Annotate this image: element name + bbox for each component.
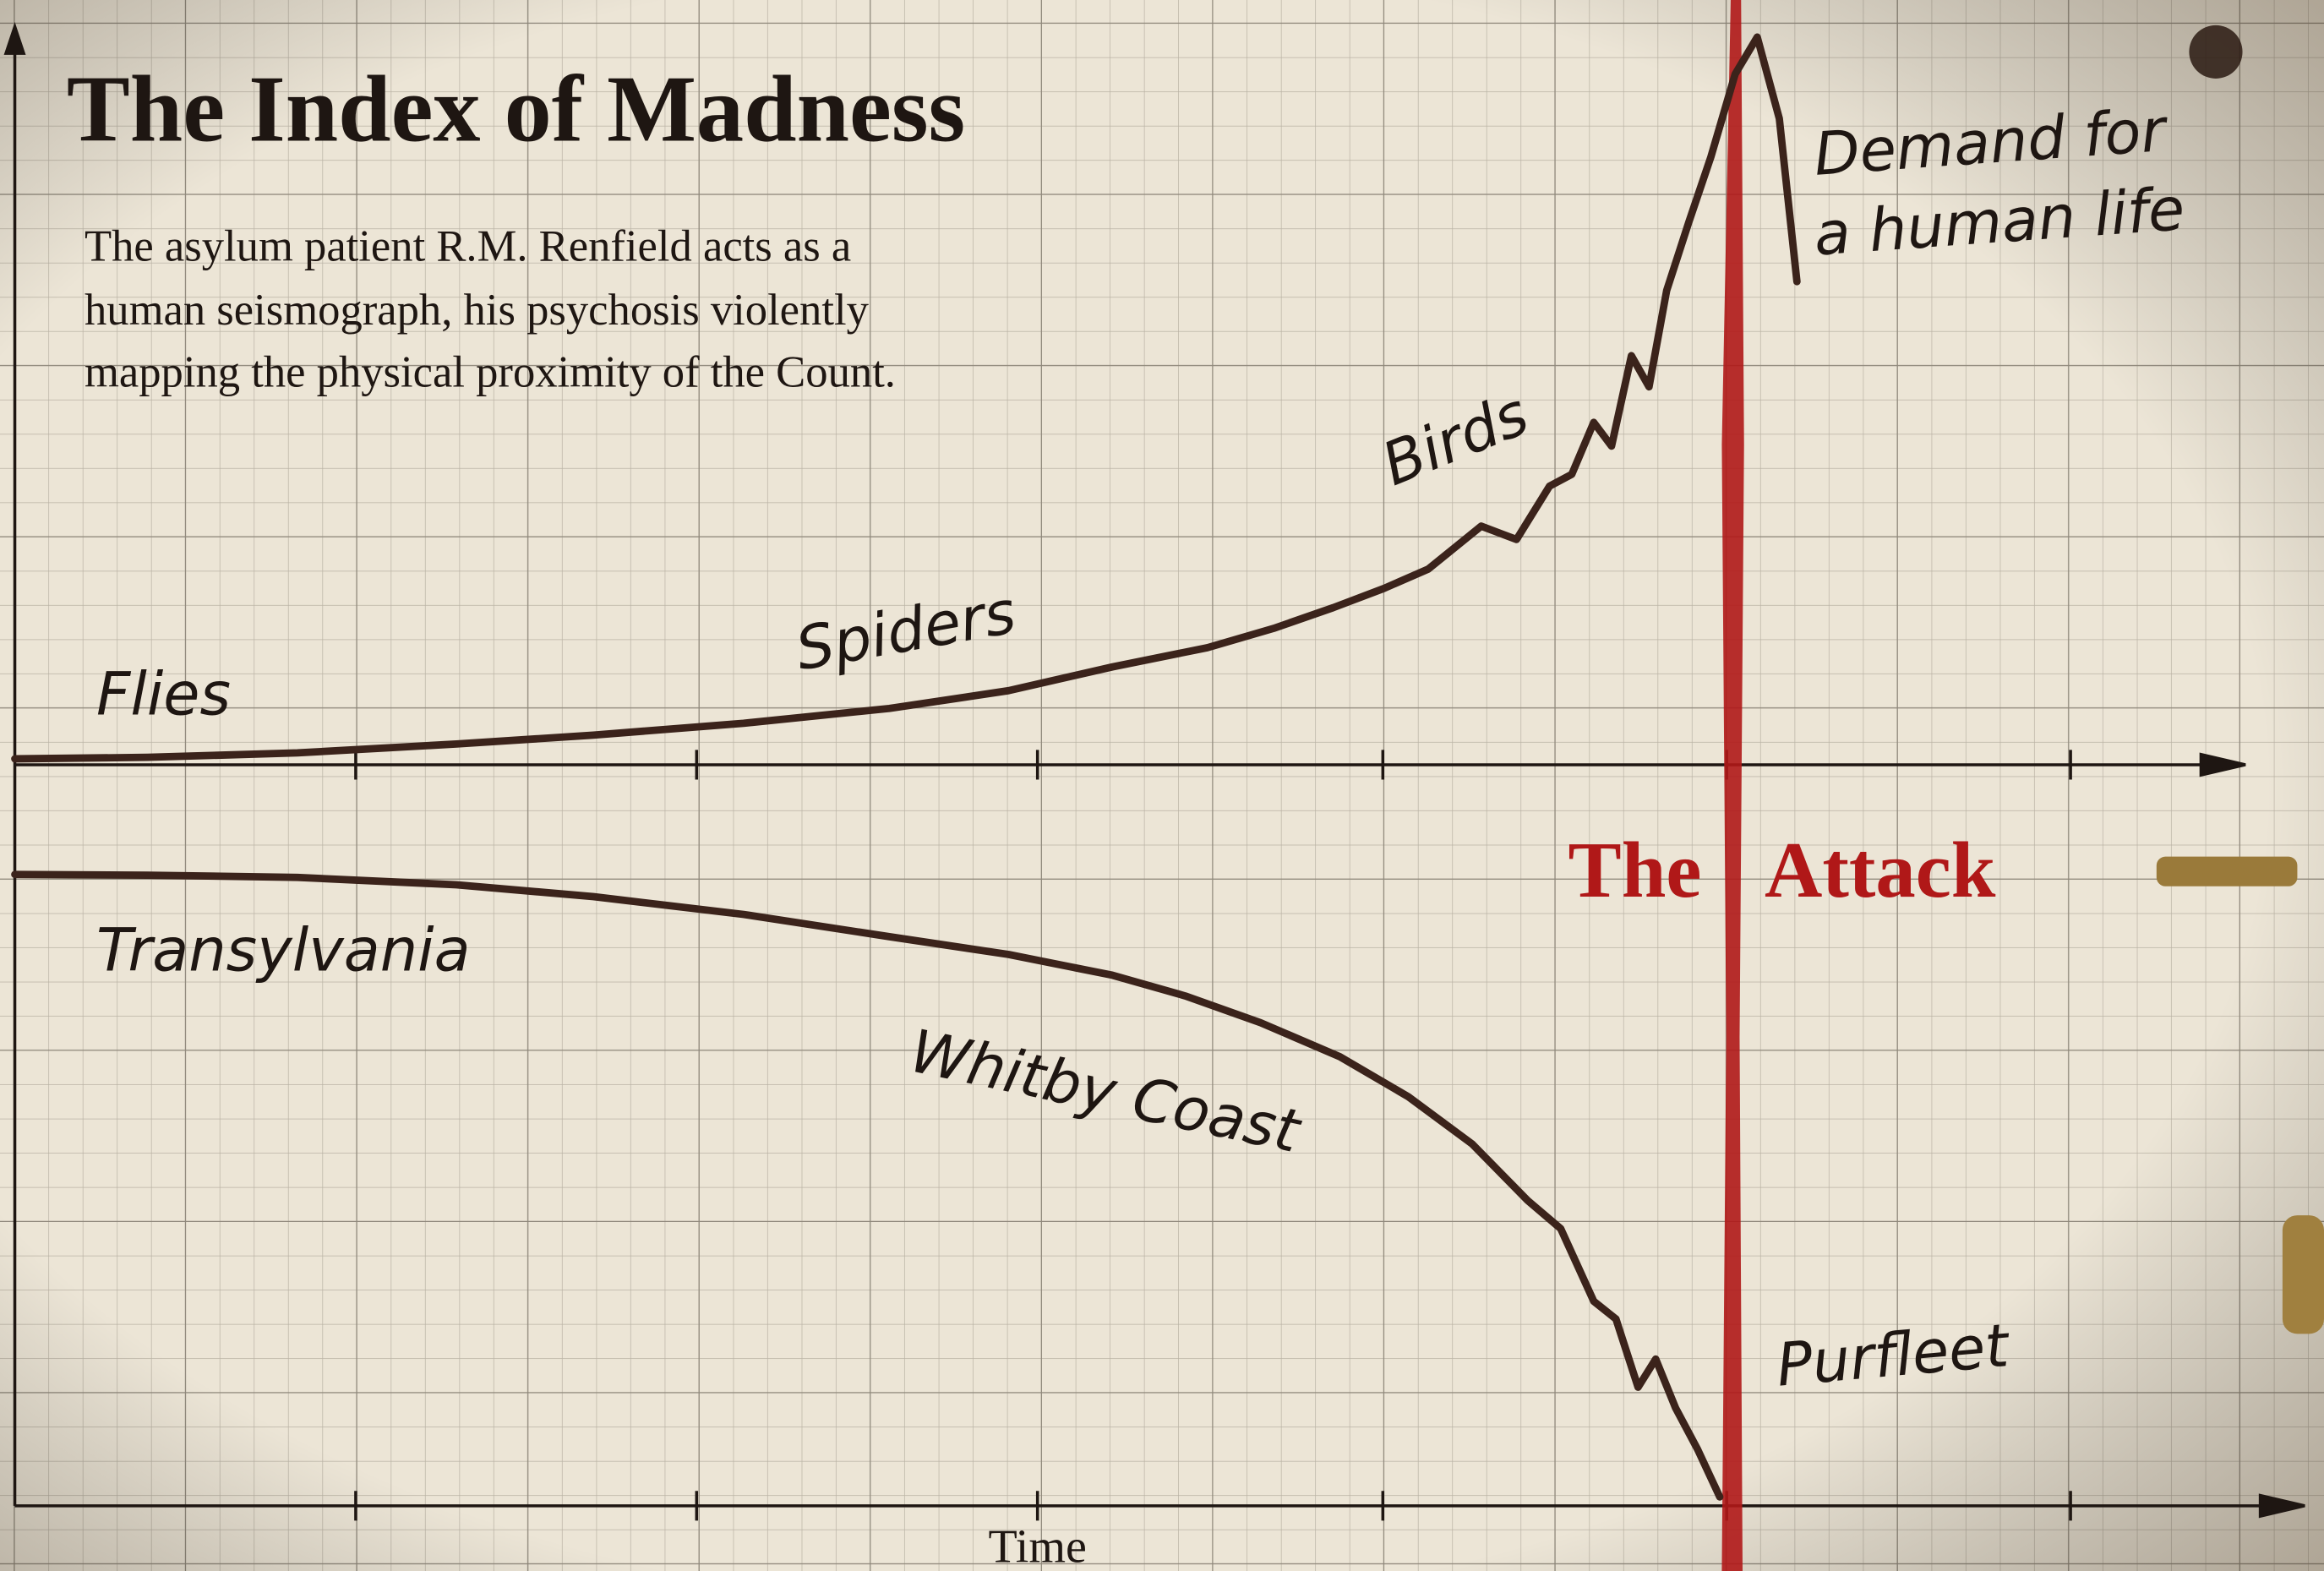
brass-handle: [2157, 857, 2298, 886]
page: The Index of Madness The asylum patient …: [0, 0, 2324, 1571]
ink-blot: [2189, 25, 2242, 79]
chart-title: The Index of Madness: [67, 57, 965, 162]
event-label: The Attack: [1568, 826, 1996, 914]
annotation: Flies: [96, 659, 231, 728]
annotation: Transylvania: [96, 916, 471, 985]
subtitle-line: The asylum patient R.M. Renfield acts as…: [85, 222, 851, 271]
x-axis-label: Time: [988, 1520, 1086, 1571]
subtitle-line: human seismograph, his psychosis violent…: [85, 286, 870, 335]
subtitle-line: mapping the physical proximity of the Co…: [85, 348, 896, 397]
brass-knob: [2283, 1215, 2324, 1334]
chart: The Index of Madness The asylum patient …: [0, 0, 2324, 1571]
